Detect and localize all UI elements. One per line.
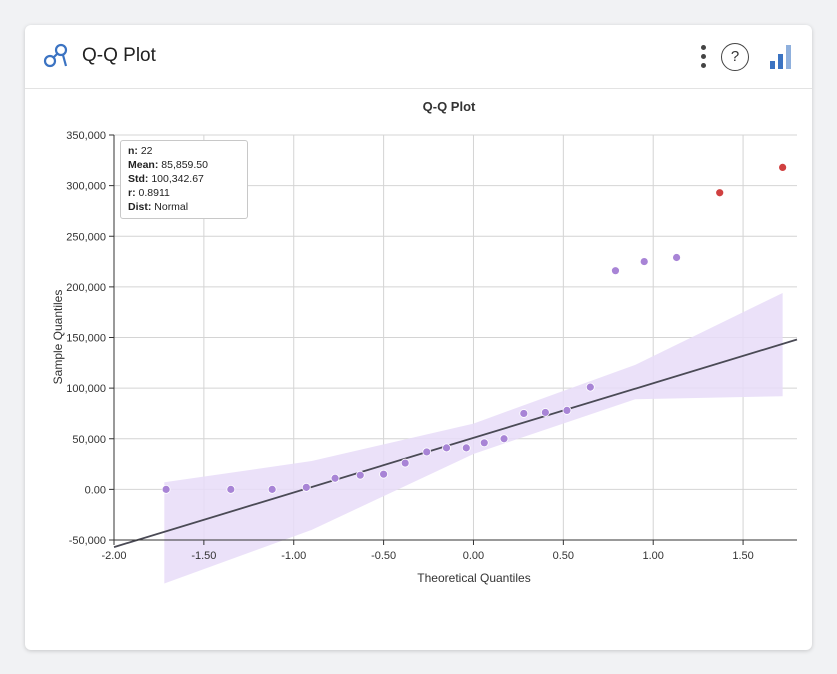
data-point bbox=[442, 443, 451, 453]
card-header: Q-Q Plot ? bbox=[25, 25, 812, 89]
more-options-icon[interactable] bbox=[697, 43, 709, 71]
stat-r: r: 0.8911 bbox=[128, 187, 170, 199]
data-point bbox=[479, 438, 489, 448]
data-point bbox=[519, 409, 529, 418]
outlier-point bbox=[715, 188, 725, 198]
data-point bbox=[585, 382, 595, 392]
fit-line bbox=[113, 338, 798, 548]
data-point bbox=[562, 405, 572, 415]
y-axis-label: Sample Quantiles bbox=[51, 290, 65, 385]
stat-n: n: 22 bbox=[128, 145, 153, 157]
data-point bbox=[461, 443, 471, 453]
data-point bbox=[161, 484, 171, 494]
data-point bbox=[301, 482, 311, 492]
data-point bbox=[611, 266, 620, 276]
x-tick-label: -2.00 bbox=[101, 550, 126, 562]
y-tick-label: 100,000 bbox=[66, 383, 106, 395]
data-point bbox=[355, 470, 365, 480]
stats-legend: n: 22 Mean: 85,859.50 Std: 100,342.67 r:… bbox=[120, 140, 248, 219]
data-point bbox=[379, 469, 389, 479]
data-point bbox=[540, 408, 550, 417]
x-axis-label: Theoretical Quantiles bbox=[417, 571, 530, 585]
y-tick-label: 250,000 bbox=[66, 231, 106, 243]
x-tick-label: 1.00 bbox=[642, 550, 663, 562]
stat-std: Std: 100,342.67 bbox=[128, 173, 204, 185]
data-point bbox=[330, 473, 340, 483]
outlier-point bbox=[778, 162, 788, 172]
data-point bbox=[422, 447, 432, 457]
y-tick-label: 200,000 bbox=[66, 282, 106, 294]
data-points bbox=[161, 162, 788, 494]
x-tick-label: -0.50 bbox=[371, 550, 396, 562]
x-tick-label: 0.50 bbox=[553, 550, 574, 562]
x-tick-label: -1.00 bbox=[281, 550, 306, 562]
stat-mean: Mean: 85,859.50 bbox=[128, 159, 208, 171]
y-tick-label: 50,000 bbox=[72, 434, 106, 446]
bar-chart-icon[interactable] bbox=[769, 43, 793, 69]
data-point bbox=[400, 458, 410, 468]
x-tick-label: -1.50 bbox=[191, 550, 216, 562]
stat-dist: Dist: Normal bbox=[128, 201, 189, 213]
data-point bbox=[639, 257, 649, 266]
x-tick-label: 0.00 bbox=[463, 550, 484, 562]
data-point bbox=[499, 434, 509, 444]
y-tick-label: -50,000 bbox=[69, 535, 106, 547]
y-tick-label: 0.00 bbox=[85, 484, 106, 496]
y-tick-label: 150,000 bbox=[66, 333, 106, 345]
help-button[interactable]: ? bbox=[721, 43, 749, 71]
axes: -2.00 -1.50 -1.00 -0.50 0.00 0.50 1.00 1.50 -50,… bbox=[66, 130, 797, 562]
data-point bbox=[672, 253, 681, 262]
data-point bbox=[226, 484, 236, 494]
y-tick-label: 300,000 bbox=[66, 181, 106, 193]
x-tick-label: 1.50 bbox=[732, 550, 753, 562]
y-tick-label: 350,000 bbox=[66, 130, 106, 142]
data-point bbox=[267, 484, 277, 494]
page-title: Q-Q Plot bbox=[82, 45, 156, 66]
qq-plot-icon bbox=[43, 43, 68, 68]
chart-title: Q-Q Plot bbox=[423, 99, 476, 114]
